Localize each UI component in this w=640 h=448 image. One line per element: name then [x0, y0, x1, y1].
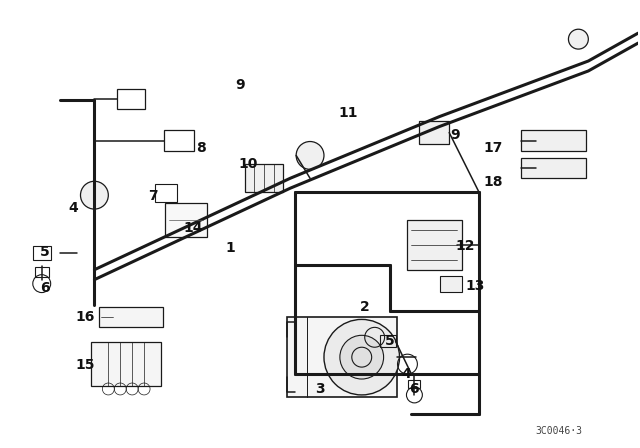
Circle shape	[324, 319, 399, 395]
Bar	[33, 246, 51, 260]
Bar	[440, 276, 462, 292]
Text: 17: 17	[483, 142, 502, 155]
Text: 16: 16	[76, 310, 95, 324]
Text: 4: 4	[401, 367, 412, 381]
Text: 11: 11	[338, 106, 358, 120]
Text: 18: 18	[483, 175, 502, 189]
Text: 6: 6	[40, 280, 49, 295]
Text: 12: 12	[455, 239, 475, 253]
Text: 7: 7	[148, 189, 158, 203]
Text: 5: 5	[40, 245, 49, 259]
Bar	[117, 89, 145, 109]
Bar	[521, 159, 586, 178]
Bar	[99, 307, 163, 327]
Text: 1: 1	[226, 241, 236, 255]
Text: 6: 6	[410, 382, 419, 396]
Bar	[164, 129, 194, 151]
Text: 9: 9	[236, 78, 245, 92]
Bar	[35, 267, 49, 277]
Text: 5: 5	[385, 334, 394, 348]
Text: 15: 15	[76, 358, 95, 372]
Circle shape	[340, 335, 383, 379]
Text: 3: 3	[315, 382, 325, 396]
Circle shape	[296, 142, 324, 169]
Text: 13: 13	[465, 279, 484, 293]
Bar	[407, 220, 461, 270]
Bar	[165, 203, 207, 237]
Text: 2: 2	[360, 301, 369, 314]
Text: 4: 4	[68, 201, 79, 215]
Text: 10: 10	[239, 157, 258, 172]
Bar	[521, 129, 586, 151]
Text: 9: 9	[451, 128, 460, 142]
Bar	[155, 184, 177, 202]
Text: 14: 14	[183, 221, 202, 235]
Circle shape	[568, 29, 588, 49]
Circle shape	[81, 181, 108, 209]
Bar	[380, 335, 396, 347]
Text: 3C0046·3: 3C0046·3	[535, 426, 582, 436]
Bar	[246, 164, 284, 192]
Bar	[419, 121, 449, 145]
Bar	[408, 379, 420, 388]
Text: 8: 8	[196, 142, 205, 155]
Bar	[92, 342, 161, 386]
Bar	[287, 318, 397, 397]
